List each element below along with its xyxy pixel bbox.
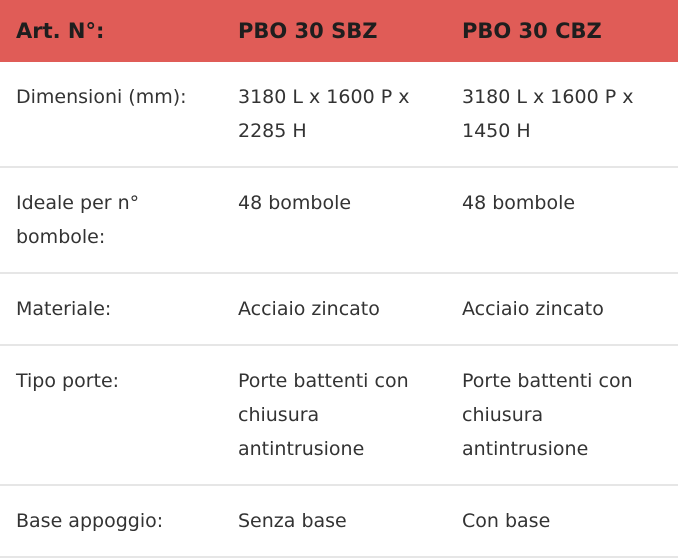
table-row: Materiale: Acciaio zincato Acciaio zincato (0, 273, 678, 346)
cell: 3180 L x 1600 P x 1450 H (446, 62, 678, 168)
table-row: Dimensioni (mm): 3180 L x 1600 P x 2285 H… (0, 62, 678, 168)
cell: Porte battenti con chiusura antintrusion… (222, 345, 446, 486)
header-cell: PBO 30 CBZ (446, 0, 678, 62)
cell: Senza base (222, 485, 446, 558)
cell: 48 bombole (222, 167, 446, 274)
row-label: Ideale per n° bombole: (0, 167, 222, 274)
cell: Porte battenti con chiusura antintrusion… (446, 345, 678, 486)
row-label: Dimensioni (mm): (0, 62, 222, 168)
cell: Con base (446, 485, 678, 558)
table-row: Tipo porte: Porte battenti con chiusura a… (0, 345, 678, 486)
header-row: Art. N°: PBO 30 SBZ PBO 30 CBZ (0, 0, 678, 62)
header-cell: Art. N°: (0, 0, 222, 62)
row-label: Base appoggio: (0, 485, 222, 558)
cell: 3180 L x 1600 P x 2285 H (222, 62, 446, 168)
cell: 48 bombole (446, 167, 678, 274)
table-body: Dimensioni (mm): 3180 L x 1600 P x 2285 H… (0, 62, 678, 558)
table-header: Art. N°: PBO 30 SBZ PBO 30 CBZ (0, 0, 678, 62)
cell: Acciaio zincato (446, 273, 678, 346)
table-row: Base appoggio: Senza base Con base (0, 485, 678, 558)
row-label: Tipo porte: (0, 345, 222, 486)
header-cell: PBO 30 SBZ (222, 0, 446, 62)
cell: Acciaio zincato (222, 273, 446, 346)
table-row: Ideale per n° bombole: 48 bombole 48 bombo… (0, 167, 678, 274)
row-label: Materiale: (0, 273, 222, 346)
